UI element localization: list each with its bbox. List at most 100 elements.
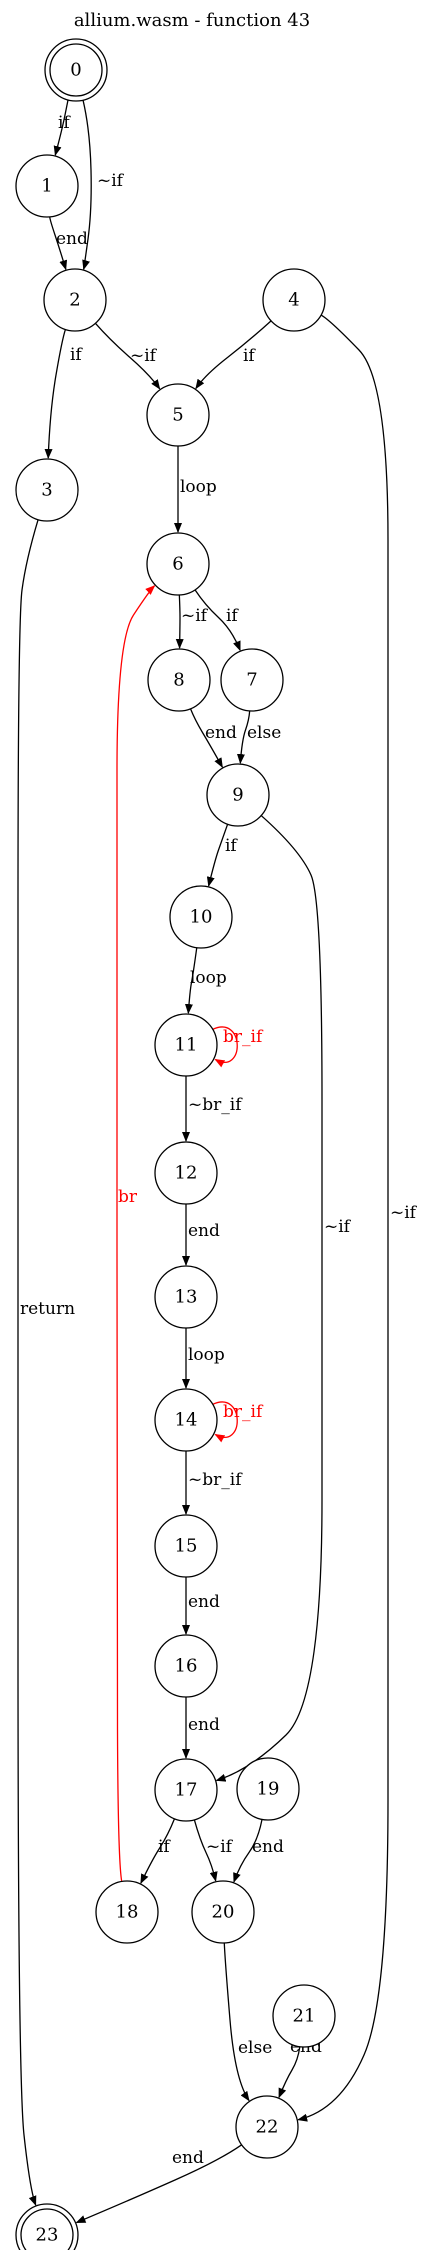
node-22: 22 bbox=[235, 2095, 299, 2159]
edge-label: else bbox=[238, 2038, 272, 2058]
node-circle bbox=[154, 1141, 218, 1205]
node-15: 15 bbox=[154, 1514, 218, 1578]
edge-8-to-9: end bbox=[189, 708, 237, 768]
edge-label: end bbox=[188, 1592, 220, 1612]
edge-label: ~if bbox=[206, 1837, 234, 1857]
edge-20-to-22: else bbox=[223, 1942, 272, 2102]
edge-label: if bbox=[243, 346, 256, 366]
edge-line bbox=[212, 1026, 238, 1068]
node-circle bbox=[154, 1634, 218, 1698]
node-label: 4 bbox=[288, 290, 299, 311]
node-label: 20 bbox=[212, 1902, 235, 1923]
edge-line bbox=[193, 1819, 218, 1882]
node-label: 5 bbox=[172, 405, 183, 426]
edge-line bbox=[184, 947, 198, 1015]
edge-label: ~br_if bbox=[188, 1470, 243, 1490]
node-circle bbox=[235, 2095, 299, 2159]
edge-label: if bbox=[58, 113, 71, 133]
node-19: 19 bbox=[236, 1757, 300, 1821]
node-circle bbox=[262, 268, 326, 332]
node-label: 8 bbox=[173, 670, 184, 691]
node-17: 17 bbox=[154, 1758, 218, 1822]
edge-label: ~if bbox=[324, 1217, 352, 1237]
edge-3-to-23: return bbox=[17, 519, 75, 2206]
edge-1-to-2: end bbox=[49, 216, 88, 271]
node-23: 23 bbox=[15, 2203, 79, 2250]
edge-0-to-1: if bbox=[53, 99, 71, 157]
node-label: 1 bbox=[41, 176, 52, 197]
edge-label: return bbox=[20, 1299, 75, 1319]
node-circle bbox=[146, 532, 210, 596]
node-14: 14 bbox=[154, 1388, 218, 1452]
node-inner-ring bbox=[20, 2208, 74, 2250]
edge-label: if bbox=[225, 836, 238, 856]
node-21: 21 bbox=[272, 1984, 336, 2048]
node-label: 17 bbox=[175, 1780, 198, 1801]
node-label: 7 bbox=[246, 670, 257, 691]
edge-label: end bbox=[205, 723, 237, 743]
node-circle bbox=[43, 268, 107, 332]
node-12: 12 bbox=[154, 1141, 218, 1205]
edge-label: end bbox=[188, 1715, 220, 1735]
edge-4-to-5: if bbox=[195, 320, 272, 390]
edge-14-to-14: br_if bbox=[212, 1401, 264, 1443]
node-label: 9 bbox=[232, 785, 243, 806]
edge-line bbox=[194, 589, 241, 652]
node-circle bbox=[95, 1880, 159, 1944]
node-13: 13 bbox=[154, 1265, 218, 1329]
edge-13-to-14: loop bbox=[182, 1328, 225, 1389]
edge-11-to-11: br_if bbox=[212, 1026, 264, 1068]
edge-16-to-17: end bbox=[182, 1697, 220, 1759]
node-circle bbox=[169, 885, 233, 949]
node-label: 0 bbox=[70, 60, 81, 81]
edge-label: ~if bbox=[181, 606, 209, 626]
node-circle bbox=[154, 1265, 218, 1329]
edge-6-to-8: ~if bbox=[175, 594, 209, 650]
edge-14-to-15: ~br_if bbox=[182, 1451, 243, 1515]
edge-2-to-5: ~if bbox=[94, 322, 161, 390]
edge-label: br bbox=[118, 1187, 138, 1207]
node-11: 11 bbox=[154, 1013, 218, 1077]
edge-line bbox=[189, 708, 223, 768]
node-circle bbox=[154, 1514, 218, 1578]
node-label: 22 bbox=[256, 2117, 279, 2138]
node-8: 8 bbox=[147, 648, 211, 712]
node-circle bbox=[15, 154, 79, 218]
edge-line bbox=[297, 314, 389, 2122]
edge-6-to-7: if bbox=[194, 589, 241, 652]
node-label: 11 bbox=[175, 1035, 198, 1056]
edge-11-to-12: ~br_if bbox=[182, 1076, 243, 1142]
node-label: 2 bbox=[69, 290, 80, 311]
edge-label: end bbox=[188, 1221, 220, 1241]
node-circle bbox=[191, 1880, 255, 1944]
edge-line bbox=[49, 216, 68, 271]
edge-line bbox=[44, 329, 67, 460]
edge-line bbox=[278, 2046, 301, 2099]
edge-line bbox=[17, 519, 39, 2206]
edge-label: if bbox=[158, 1837, 171, 1857]
node-label: 3 bbox=[41, 480, 52, 501]
edge-label: br_if bbox=[223, 1402, 264, 1422]
node-label: 19 bbox=[257, 1779, 280, 1800]
node-20: 20 bbox=[191, 1880, 255, 1944]
node-label: 12 bbox=[175, 1163, 198, 1184]
edge-18-to-6: br bbox=[116, 585, 156, 1882]
node-16: 16 bbox=[154, 1634, 218, 1698]
node-9: 9 bbox=[206, 763, 270, 827]
edge-4-to-22: ~if bbox=[297, 314, 418, 2122]
edge-label: else bbox=[247, 723, 281, 743]
node-label: 14 bbox=[175, 1410, 198, 1431]
edge-9-to-10: if bbox=[206, 823, 238, 887]
edge-line bbox=[140, 1818, 176, 1885]
node-circle bbox=[154, 1758, 218, 1822]
node-label: 10 bbox=[190, 907, 213, 928]
node-circle bbox=[154, 1013, 218, 1077]
node-circle bbox=[272, 1984, 336, 2048]
edge-line bbox=[236, 710, 251, 765]
node-circle bbox=[15, 458, 79, 522]
edge-line bbox=[116, 585, 156, 1882]
edge-label: br_if bbox=[223, 1027, 264, 1047]
node-circle bbox=[147, 648, 211, 712]
